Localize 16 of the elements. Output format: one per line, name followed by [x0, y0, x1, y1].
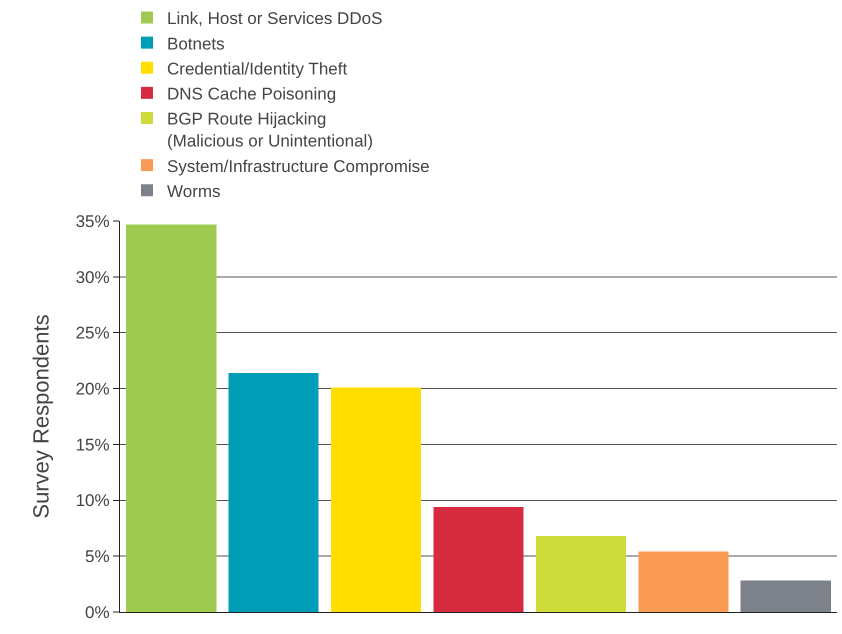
legend-label: Link, Host or Services DDoS [167, 9, 382, 28]
legend-label: Worms [167, 182, 221, 201]
y-tick-label: 0% [85, 602, 110, 622]
y-tick-label: 10% [76, 491, 110, 510]
legend-label: Credential/Identity Theft [167, 59, 348, 78]
y-tick-label: 20% [76, 380, 110, 399]
y-tick-label: 30% [76, 268, 110, 287]
legend-label: BGP Route Hijacking (Malicious or Unintentional) [167, 110, 373, 151]
y-tick-label: 5% [85, 547, 110, 566]
legend-label: System/Infrastructure Compromise [167, 156, 430, 176]
legend-label: DNS Cache Poisoning [167, 84, 336, 104]
y-tick-label: 25% [76, 324, 110, 343]
legend-label: Botnets [167, 34, 225, 54]
y-axis-title: Survey Respondents [28, 314, 54, 519]
y-tick-label: 35% [76, 212, 110, 231]
y-tick-label: 15% [76, 435, 110, 454]
